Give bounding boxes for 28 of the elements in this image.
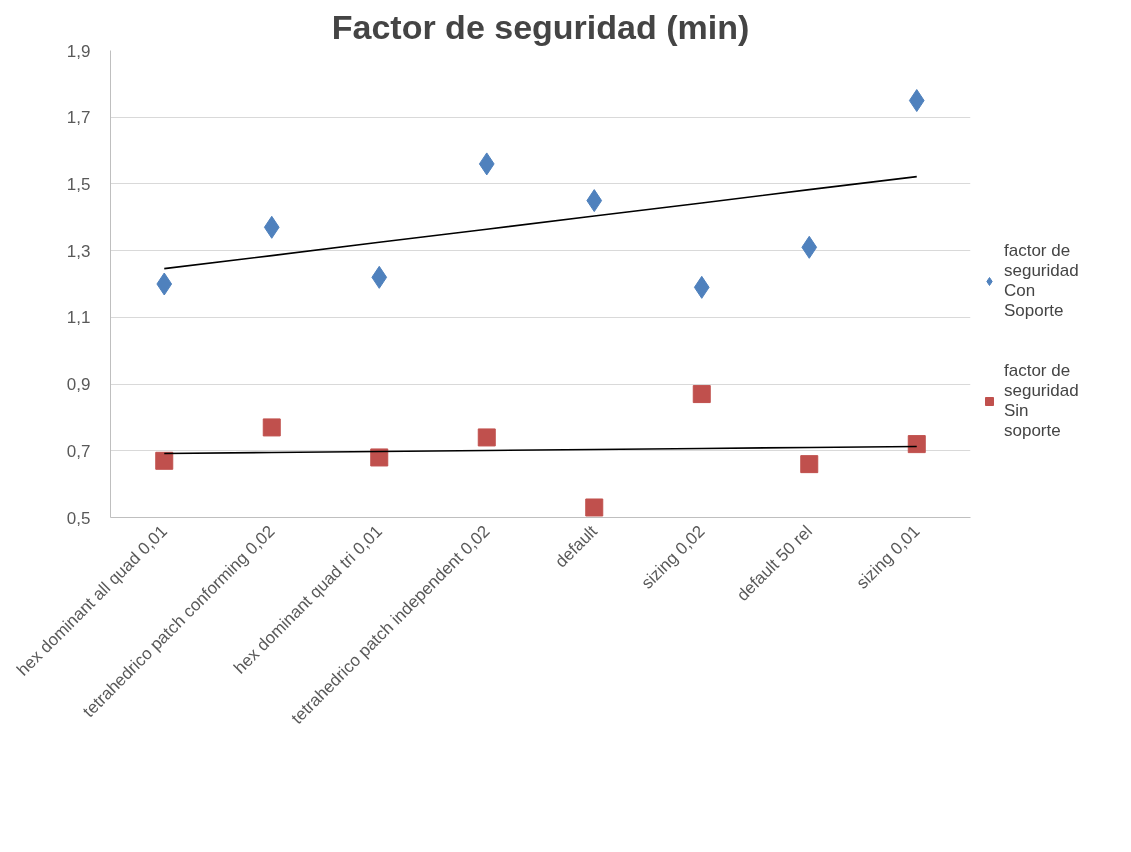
y-tick-label: 1,9 <box>66 41 91 61</box>
y-tick-label: 1,1 <box>66 308 91 328</box>
point <box>478 152 495 176</box>
point <box>907 435 926 454</box>
y-tick-label: 0,9 <box>66 375 91 395</box>
point <box>262 418 281 437</box>
line-series <box>163 175 918 270</box>
y-tick-label: 1,7 <box>66 108 91 128</box>
point <box>693 275 710 299</box>
point <box>370 448 389 467</box>
point <box>263 215 280 239</box>
y-tick-label: 0,5 <box>66 508 91 528</box>
chart-title: Factor de seguridad (min) <box>331 7 750 46</box>
legend-label: factor de seguridad Con Soporte <box>1004 241 1080 321</box>
point <box>801 235 818 259</box>
point <box>585 498 604 517</box>
legend-label: factor de seguridad Sin soporte <box>1004 361 1080 441</box>
point <box>800 455 819 474</box>
point <box>908 89 925 113</box>
point <box>155 451 174 470</box>
point <box>477 428 496 447</box>
y-tick-label: 1,3 <box>66 241 91 261</box>
y-tick-label: 1,5 <box>66 174 91 194</box>
point <box>156 272 173 296</box>
point <box>586 189 603 213</box>
y-tick-label: 0,7 <box>66 441 91 461</box>
point <box>692 385 711 404</box>
point <box>371 265 388 289</box>
